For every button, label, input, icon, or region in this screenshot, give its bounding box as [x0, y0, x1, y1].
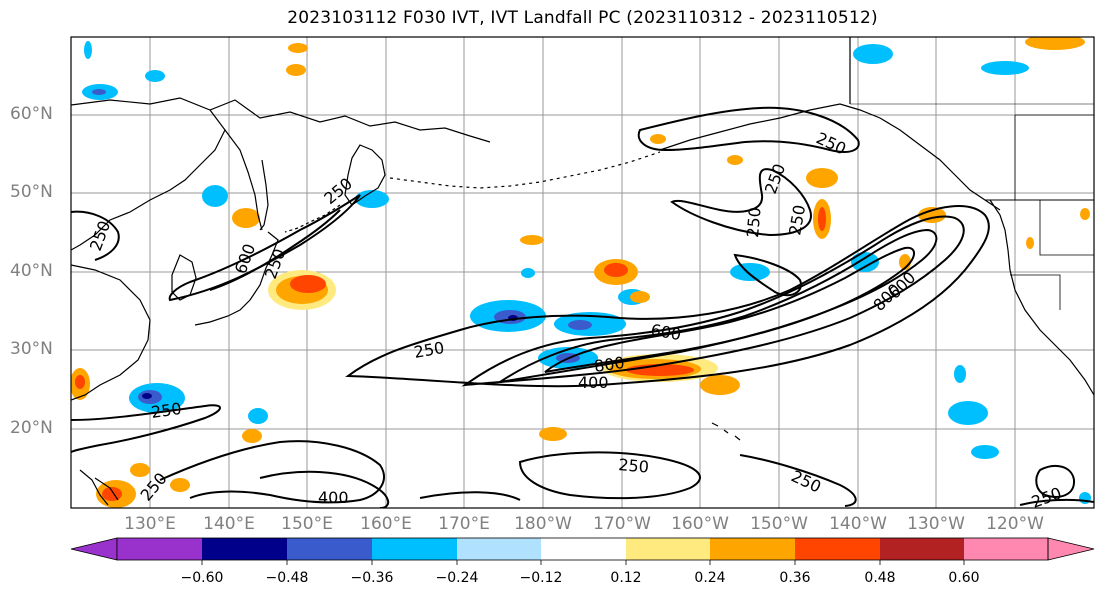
colorbar-segment [287, 538, 372, 560]
latitude-label: 40°N [10, 261, 53, 281]
contour-label: 250 [743, 206, 765, 238]
contour-label: 250 [618, 455, 650, 477]
chart-title: 2023103112 F030 IVT, IVT Landfall PC (20… [287, 8, 878, 28]
gridlines [71, 37, 1094, 508]
colorbar-tick-label: −0.36 [350, 570, 394, 586]
latitude-label: 60°N [10, 104, 53, 124]
longitude-label: 160°W [671, 514, 729, 534]
colorbar-tick-label: −0.60 [180, 570, 224, 586]
colorbar-max-extend [1047, 537, 1095, 561]
latitude-label: 30°N [10, 339, 53, 359]
colorbar-tick-label: 0.60 [948, 570, 980, 586]
longitude-label: 130°E [124, 514, 176, 534]
colorbar-segment [202, 538, 287, 560]
contour-label: 400 [578, 373, 609, 392]
colorbar-tick-label: −0.12 [519, 570, 563, 586]
colorbar-segment [710, 538, 795, 560]
longitude-label: 150°E [281, 514, 333, 534]
contour-label: 400 [318, 488, 349, 507]
map-border [70, 36, 1095, 509]
colorbar-segment [880, 538, 964, 560]
coastlines [71, 37, 1094, 506]
colorbar-segment [372, 538, 457, 560]
colorbar-segment [626, 538, 710, 560]
contour-label: 800 [593, 353, 626, 376]
colorbar-tick-label: 0.36 [779, 570, 811, 586]
colorbar-segment [117, 538, 202, 560]
contour-250-main-jet [345, 205, 990, 388]
colorbar-segment [795, 538, 880, 560]
latitude-label: 50°N [10, 182, 53, 202]
colorbar-segment [541, 538, 626, 560]
colorbar-border [116, 537, 1049, 561]
colorbar-tick-label: −0.24 [435, 570, 479, 586]
negative-anomaly-shading [82, 41, 1091, 504]
colorbar-segment [964, 538, 1048, 560]
longitude-label: 180°W [514, 514, 572, 534]
contour-800-jet [544, 246, 915, 373]
contour-label: 250 [150, 399, 183, 422]
longitude-label: 130°W [907, 514, 965, 534]
contour-400-jet [461, 215, 965, 387]
colorbar-tick-label: 0.48 [864, 570, 896, 586]
colorbar-tick-label: 0.12 [610, 570, 642, 586]
longitude-label: 170°W [593, 514, 651, 534]
colorbar-tick-label: −0.48 [265, 570, 309, 586]
longitude-label: 120°W [986, 514, 1044, 534]
longitude-label: 140°E [203, 514, 255, 534]
colorbar-tick-label: 0.24 [694, 570, 726, 586]
ivt-contours [71, 106, 1094, 508]
longitude-label: 170°E [438, 514, 490, 534]
colorbar [70, 537, 1095, 565]
colorbar-min-extend [70, 537, 118, 561]
colorbar-segment [457, 538, 541, 560]
longitude-label: 160°E [360, 514, 412, 534]
longitude-label: 150°W [750, 514, 808, 534]
latitude-label: 20°N [10, 418, 53, 438]
longitude-label: 140°W [829, 514, 887, 534]
